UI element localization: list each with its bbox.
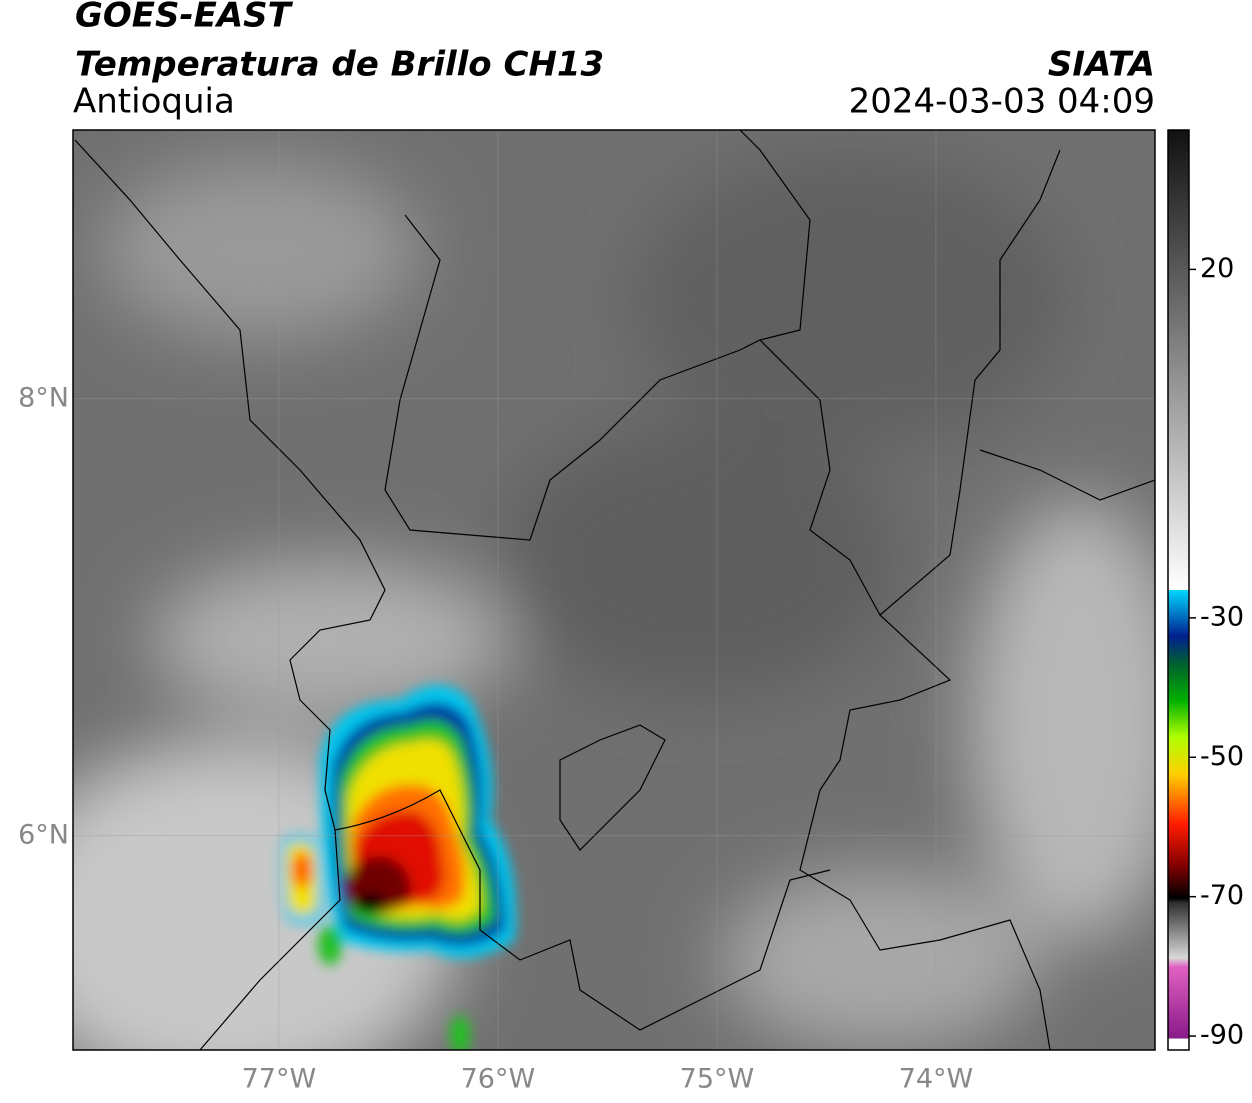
colorbar-tick-label: -90 <box>1200 1020 1244 1051</box>
map-frame <box>72 129 1156 1051</box>
x-tick-label: 74°W <box>899 1064 974 1095</box>
x-tick-label: 77°W <box>242 1064 317 1095</box>
y-tick-label: 8°N <box>18 382 69 413</box>
colorbar-tick-label: 20 <box>1200 253 1234 284</box>
title: GOES-EAST <box>75 0 294 36</box>
x-tick-label: 75°W <box>680 1064 755 1095</box>
source: SIATA <box>1048 45 1155 85</box>
colorbar-tick-label: -50 <box>1200 741 1244 772</box>
region: Antioquia <box>73 82 235 122</box>
subtitle: Temperatura de Brillo CH13 <box>75 45 604 85</box>
grid <box>73 130 1155 1050</box>
satellite-image <box>73 130 1155 1050</box>
x-tick-label: 76°W <box>461 1064 536 1095</box>
y-tick-label: 6°N <box>18 819 69 850</box>
datetime: 2024-03-03 04:09 <box>849 82 1155 122</box>
colorbar-tick-label: -70 <box>1200 880 1244 911</box>
colorbar-tick-label: -30 <box>1200 601 1244 632</box>
colorbar <box>1167 129 1190 1051</box>
